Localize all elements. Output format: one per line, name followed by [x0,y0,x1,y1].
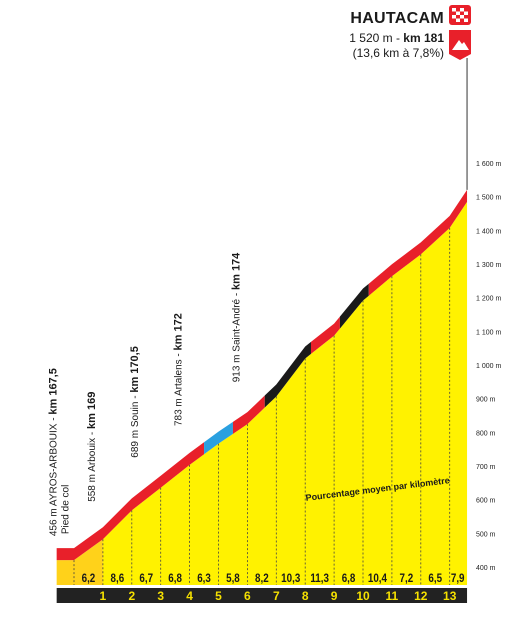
km-tick-label: 2 [128,589,135,603]
waypoint-name: 689 m Souin - [130,393,141,458]
km-gradient-label: 6,8 [342,572,356,585]
summit-km: km 181 [403,31,444,45]
y-tick-label: 1 300 m [476,262,501,269]
summit-title: HAUTACAM [350,10,444,27]
checkered-flag-square [464,18,468,22]
km-gradient-label: 10,3 [281,572,300,585]
km-gradient-label: 11,3 [310,572,329,585]
km-tick-label: 5 [215,589,222,603]
road-segment-red [56,442,205,561]
y-tick-label: 800 m [476,430,496,437]
waypoint-sub: Pied de col [61,485,72,534]
summit-altitude: 1 520 m [349,31,393,45]
pre-climb-area [56,539,103,585]
waypoint-label: 689 m Souin - km 170,5 [129,346,141,458]
km-gradient-label: 8,2 [255,572,269,585]
km-gradient-label: 10,4 [368,572,388,585]
km-gradient-label: 5,8 [226,572,240,585]
km-tick-label: 13 [443,589,457,603]
km-tick-label: 11 [386,589,399,603]
waypoint-km: km 169 [86,392,98,429]
km-gradient-label: 7,9 [451,572,465,585]
y-tick-label: 1 200 m [476,296,501,303]
km-tick-label: 6 [244,589,251,603]
checkered-flag-square [452,15,456,19]
road-segment-blue [204,421,233,455]
checkered-flag-square [460,15,464,19]
y-tick-label: 900 m [476,397,496,404]
y-tick-label: 1 500 m [476,195,501,202]
km-gradient-label: 6,7 [139,572,153,585]
waypoint-name: 913 m Saint-André - [231,290,242,382]
road-segment-black [339,283,369,329]
y-tick-label: 1 100 m [476,329,501,336]
km-tick-label: 4 [186,589,193,603]
waypoint-name: 783 m Artalens - [174,350,185,426]
waypoint-name: 558 m Arbouix - [87,429,98,502]
km-gradient-label: 6,5 [428,572,442,585]
y-tick-label: 400 m [476,565,496,572]
checkered-flag-square [460,8,464,12]
waypoint-label: 783 m Artalens - km 172 [173,313,185,426]
checkered-flag-square [452,8,456,12]
road-segment-red [368,189,468,296]
waypoint-label: 913 m Saint-André - km 174 [230,252,242,382]
km-tick-label: 1 [100,589,107,603]
climb-area [102,201,468,585]
y-tick-label: 1 000 m [476,363,501,370]
y-tick-label: 500 m [476,531,496,538]
waypoint-km: km 172 [173,313,185,350]
km-gradient-label: 6,3 [197,572,211,585]
waypoint-km: km 167,5 [48,368,60,414]
waypoint-km: km 170,5 [129,346,141,392]
km-tick-label: 12 [414,589,428,603]
summit-climb-stats: (13,6 km à 7,8%) [352,46,444,60]
km-tick-label: 3 [157,589,164,603]
checkered-flag-square [456,18,460,22]
km-tick-label: 10 [356,589,370,603]
km-gradient-label: 6,2 [82,572,96,585]
km-tick-label: 9 [331,589,338,603]
km-gradient-label: 8,6 [111,572,125,585]
summit-altitude-line: 1 520 m - km 181 [349,31,444,45]
waypoint-km: km 174 [230,252,242,290]
y-tick-label: 600 m [476,498,496,505]
km-tick-label: 8 [302,589,309,603]
mountain-peak [452,40,469,50]
road-segment-red [232,395,265,434]
km-bar [56,588,468,603]
waypoint-label: 558 m Arbouix - km 169 [86,392,98,502]
checkered-flag-icon [449,5,471,25]
checkered-flag-square [464,11,468,15]
summit-separator: - [392,31,404,45]
km-tick-label: 7 [273,589,280,603]
checkered-flag-square [456,11,460,15]
y-tick-label: 1 600 m [476,161,501,168]
road-segment-black [264,341,311,408]
km-gradient-label: 7,2 [400,572,414,585]
waypoint-label: 456 m AYROS-ARBOUIX - km 167,5 [48,368,60,536]
km-gradient-label: 6,8 [168,572,182,585]
road-segment-red [310,316,340,354]
y-tick-label: 1 400 m [476,228,501,235]
mountain-icon [449,30,471,60]
y-tick-label: 700 m [476,464,496,471]
waypoint-name: 456 m AYROS-ARBOUIX - [49,415,60,537]
